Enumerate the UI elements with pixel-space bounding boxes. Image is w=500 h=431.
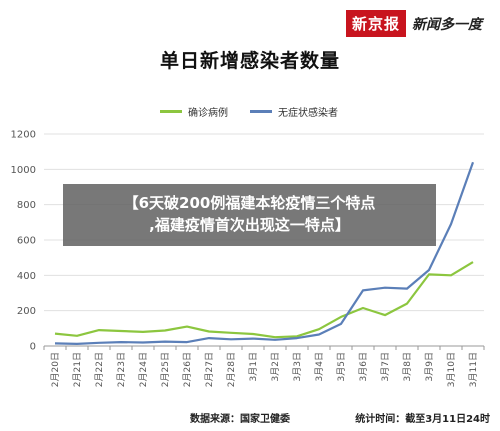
x-tick-label: 3月6日	[358, 352, 369, 381]
x-tick-label: 3月10日	[446, 352, 457, 387]
x-tick-label: 3月11日	[468, 352, 479, 387]
x-tick-label: 2月25日	[160, 352, 171, 387]
chart-footer: 数据来源：国家卫健委 统计时间：截至3月11日24时	[190, 410, 490, 425]
x-tick-label: 3月3日	[292, 352, 303, 381]
y-tick-label: 600	[17, 236, 36, 247]
x-tick-label: 3月5日	[336, 352, 347, 381]
headline-line-1: 【6天破200例福建本轮疫情三个特点	[123, 194, 376, 212]
x-tick-label: 2月26日	[182, 352, 193, 387]
x-tick-label: 3月9日	[424, 352, 435, 381]
x-tick-label: 2月28日	[226, 352, 237, 387]
y-tick-label: 1200	[11, 130, 36, 141]
y-tick-label: 1000	[11, 165, 36, 176]
chart-title: 单日新增感染者数量	[159, 50, 340, 72]
x-tick-label: 2月20日	[50, 352, 61, 387]
x-tick-label: 2月24日	[138, 352, 149, 387]
legend-swatch-confirmed	[160, 110, 182, 113]
chart-legend: 确诊病例 无症状感染者	[160, 104, 360, 119]
x-tick-label: 3月2日	[270, 352, 281, 381]
series-line-confirmed	[54, 261, 474, 339]
brand-logo-text: 新闻多一度	[412, 16, 482, 33]
x-tick-label: 2月22日	[94, 352, 105, 387]
brand-logo-badge: 新京报	[345, 10, 406, 37]
headline-overlay: 【6天破200例福建本轮疫情三个特点 ,福建疫情首次出现这一特点】	[63, 184, 436, 246]
x-tick-label: 3月7日	[380, 352, 391, 381]
x-tick-label: 2月23日	[116, 352, 127, 387]
x-tick-label: 3月1日	[248, 352, 259, 381]
legend-label-asymptomatic: 无症状感染者	[278, 108, 338, 119]
y-tick-label: 800	[17, 200, 36, 211]
x-tick-label: 2月27日	[204, 352, 215, 387]
series-line-asymptomatic	[54, 161, 475, 345]
y-tick-label: 400	[17, 271, 36, 282]
legend-swatch-asymptomatic	[250, 110, 272, 113]
y-tick-label: 0	[30, 342, 36, 353]
data-source: 数据来源：国家卫健委	[190, 414, 290, 425]
x-tick-label: 3月4日	[314, 352, 325, 381]
x-tick-label: 3月8日	[402, 352, 413, 381]
y-tick-label: 200	[17, 306, 36, 317]
headline-line-2: ,福建疫情首次出现这一特点】	[149, 216, 350, 234]
x-tick-label: 2月21日	[72, 352, 83, 387]
legend-item-confirmed: 确诊病例	[160, 104, 228, 119]
legend-item-asymptomatic: 无症状感染者	[250, 104, 338, 119]
legend-label-confirmed: 确诊病例	[188, 108, 228, 119]
brand-logo: 新京报 新闻多一度	[345, 10, 482, 37]
stat-time: 统计时间：截至3月11日24时	[355, 414, 490, 425]
